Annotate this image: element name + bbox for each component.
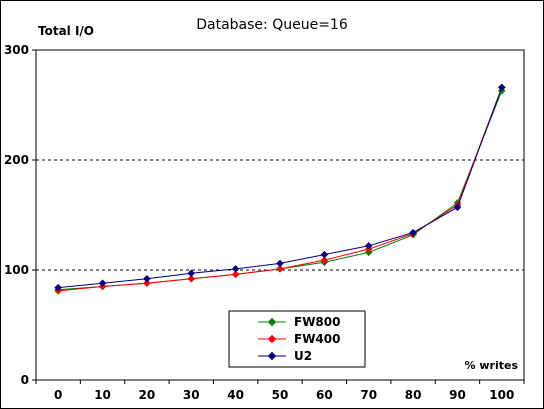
data-point [231,270,240,279]
legend-box [228,310,366,368]
x-tick-label: 10 [94,388,111,402]
x-tick-label: 80 [405,388,422,402]
data-point [364,241,373,250]
legend: FW800 FW400 U2 [228,310,366,368]
tick-labels: 0 100 200 300 0 10 20 30 40 50 60 70 80 90 100 [4,43,514,402]
legend-marker [267,334,277,344]
y-tick-label: 200 [4,153,29,167]
x-tick-label: 0 [54,388,62,402]
y-tick-label: 300 [4,43,29,57]
legend-item: U2 [258,349,312,363]
x-tick-label: 20 [139,388,156,402]
legend-label: U2 [294,349,312,363]
x-tick-label: 30 [183,388,200,402]
data-point [143,274,151,283]
data-point [276,259,284,268]
x-tick-label: 40 [227,388,244,402]
legend-label: FW400 [294,332,340,346]
legend-marker [267,351,277,361]
data-point [143,279,151,288]
data-point [409,228,417,237]
y-tick-label: 0 [21,373,29,387]
x-tick-label: 50 [272,388,289,402]
y-axis-label: Total I/O [38,24,94,38]
x-axis-label: % writes [465,359,519,372]
data-point [54,283,63,292]
legend-item: FW800 [258,315,340,329]
legend-label: FW800 [294,315,340,329]
data-point [320,256,329,264]
axes [32,49,525,384]
data-point [320,250,329,259]
data-point [497,83,506,92]
series [54,83,506,295]
x-tick-label: 70 [360,388,377,402]
data-point [187,269,196,278]
data-point [98,279,107,288]
legend-marker [267,317,277,327]
series-u2 [54,83,506,292]
chart-title: Database: Queue=16 [196,17,348,33]
x-tick-label: 90 [449,388,466,402]
data-point [231,265,240,273]
x-tick-label: 60 [316,388,333,402]
x-tick-label: 100 [489,388,514,402]
data-point [276,265,284,273]
data-point [187,274,196,283]
y-tick-label: 100 [4,263,29,277]
data-point [453,203,462,212]
plot-area [35,49,525,381]
legend-item: FW400 [258,332,340,346]
